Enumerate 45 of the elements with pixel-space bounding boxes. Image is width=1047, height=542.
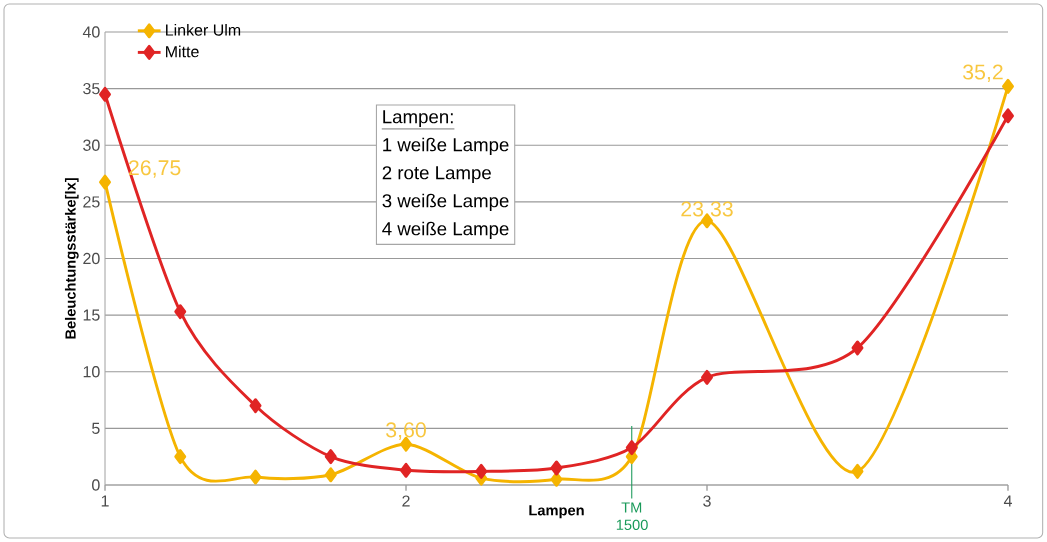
data-label: 35,2	[963, 64, 1003, 83]
point	[99, 174, 111, 190]
point	[550, 460, 563, 476]
y-tick-label: 5	[92, 422, 100, 434]
point	[550, 471, 563, 487]
point	[851, 463, 864, 479]
legend-label: Mitte	[166, 45, 199, 58]
y-tick-label: 0	[92, 479, 100, 491]
annotation: 3 weiße Lampe	[382, 193, 509, 212]
point	[701, 369, 713, 385]
point	[174, 304, 187, 320]
y-tick-label: 35	[83, 82, 100, 95]
annotation: 4 weiße Lampe	[382, 221, 509, 240]
x-tick-label: 3	[703, 495, 711, 507]
point	[324, 467, 337, 483]
point	[324, 449, 337, 465]
y-axis-title: Beleuchtungsstärke[lx]	[64, 178, 79, 339]
y-tick-label: 30	[83, 139, 100, 151]
point	[1002, 78, 1014, 94]
y-tick-label: 20	[83, 252, 100, 265]
point	[625, 440, 638, 456]
data-label: 3,60	[386, 422, 426, 440]
point	[400, 462, 412, 478]
x-axis-title: Lampen	[529, 505, 584, 519]
point	[99, 86, 111, 102]
annotation: 1 weiße Lampe	[383, 137, 509, 156]
point	[1002, 108, 1014, 124]
data-label: 26,75	[129, 160, 181, 178]
legend-label: Linker Ulm	[166, 24, 241, 36]
annotation: Lampen:	[383, 110, 453, 128]
y-tick-label: 15	[83, 309, 100, 321]
point	[851, 340, 864, 356]
point	[249, 398, 262, 414]
annotation: 2 rote Lampe	[382, 166, 491, 184]
point	[249, 469, 262, 485]
x-tick-label: 2	[402, 495, 410, 507]
y-tick-label: 40	[82, 26, 100, 38]
x-tick-label: 4	[1003, 495, 1012, 507]
x-tick-label: 1	[101, 495, 109, 507]
data-label: 23.33	[681, 201, 733, 217]
ref-line-label: TM 1500	[616, 502, 648, 531]
y-tick-label: 25	[83, 196, 100, 208]
y-tick-label: 10	[83, 366, 100, 378]
point	[174, 449, 187, 465]
point	[475, 463, 488, 479]
